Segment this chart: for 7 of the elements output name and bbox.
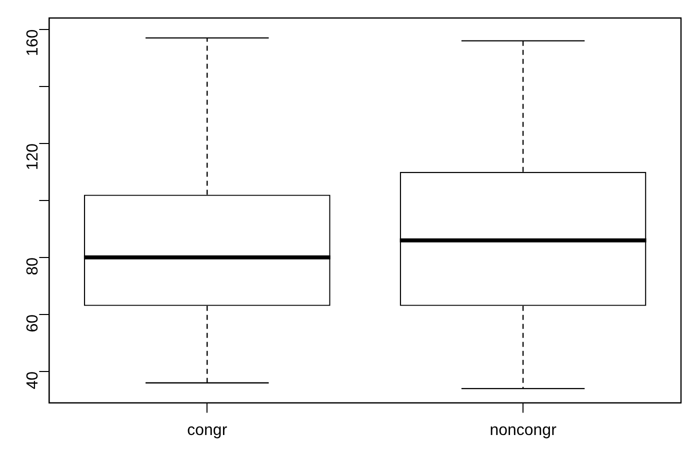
y-tick-label: 40 <box>24 371 42 390</box>
x-tick-label: congr <box>187 422 228 439</box>
y-tick-label: 80 <box>24 257 42 276</box>
y-tick-label: 60 <box>24 314 42 332</box>
y-tick-label: 120 <box>24 143 42 170</box>
x-tick-label: noncongr <box>490 422 558 439</box>
y-tick-label: 160 <box>24 29 42 56</box>
